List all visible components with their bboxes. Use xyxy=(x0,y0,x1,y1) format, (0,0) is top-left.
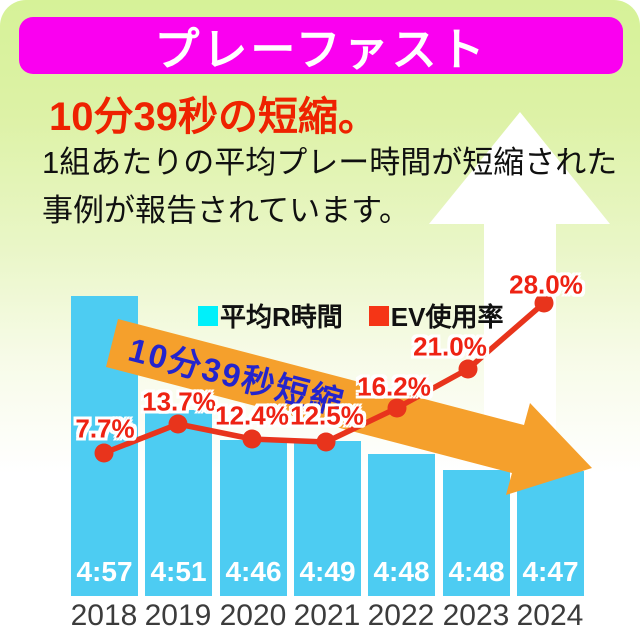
legend-item-line: EV使用率 xyxy=(368,297,504,334)
bar-value-label: 4:48 xyxy=(448,556,505,587)
bar-2021: 4:49 xyxy=(294,441,361,596)
down-right-arrow-icon xyxy=(106,319,592,495)
ev-point-2019 xyxy=(168,414,188,434)
bar-value-label: 4:47 xyxy=(522,556,579,587)
x-axis-label-2018: 2018 xyxy=(70,599,138,632)
legend-label-line: EV使用率 xyxy=(390,302,504,332)
bar-2023: 4:48 xyxy=(443,470,510,596)
ev-point-2024 xyxy=(534,293,554,313)
page-title: プレーファスト xyxy=(154,24,488,75)
x-axis-label-2021: 2021 xyxy=(293,599,361,632)
x-axis-label-2020: 2020 xyxy=(219,599,287,632)
ev-point-2018 xyxy=(94,443,114,463)
x-axis-label-2024: 2024 xyxy=(516,599,584,632)
bar-2020: 4:46 xyxy=(220,440,287,596)
legend-item-bar: 平均R時間 xyxy=(198,297,343,334)
bar-value-label: 4:57 xyxy=(76,556,133,587)
x-axis-label-2023: 2023 xyxy=(442,599,510,632)
legend-swatch-cyan-icon xyxy=(198,305,218,326)
ev-point-2023 xyxy=(458,359,478,379)
point-label-2024: 28.0% xyxy=(509,269,583,300)
bar-2024: 4:47 xyxy=(517,471,584,596)
point-label-2023: 21.0% xyxy=(413,331,487,362)
bar-value-label: 4:51 xyxy=(150,556,207,587)
ev-point-2021 xyxy=(316,432,336,452)
bar-value-label: 4:48 xyxy=(373,556,430,587)
point-label-2022: 16.2% xyxy=(357,371,431,402)
x-axis-label-2022: 2022 xyxy=(367,599,435,632)
legend-label-bar: 平均R時間 xyxy=(220,302,343,332)
up-arrow-icon xyxy=(429,112,610,596)
bar-value-label: 4:46 xyxy=(225,556,282,587)
body-text: 1組あたりの平均プレー時間が短縮された 事例が報告されています。 xyxy=(42,139,617,235)
point-label-2021: 12.5% xyxy=(290,400,364,431)
point-label-2019: 13.7% xyxy=(142,386,216,417)
title-banner: プレーファスト xyxy=(19,17,623,75)
bar-value-label: 4:49 xyxy=(299,556,356,587)
chart-legend: 平均R時間 EV使用率 xyxy=(198,297,503,334)
headline: 10分39秒の短縮。 xyxy=(49,95,378,139)
ev-point-2020 xyxy=(242,429,262,449)
body-line-2: 事例が報告されています。 xyxy=(42,193,410,228)
legend-swatch-red-icon xyxy=(368,305,389,326)
x-axis-label-2019: 2019 xyxy=(144,599,212,632)
point-label-2018: 7.7% xyxy=(75,413,135,444)
body-line-1: 1組あたりの平均プレー時間が短縮された xyxy=(42,145,618,180)
point-label-2020: 12.4% xyxy=(215,400,289,431)
ev-point-2022 xyxy=(387,398,407,418)
bar-2022: 4:48 xyxy=(368,454,435,596)
bar-2019: 4:51 xyxy=(145,410,212,596)
